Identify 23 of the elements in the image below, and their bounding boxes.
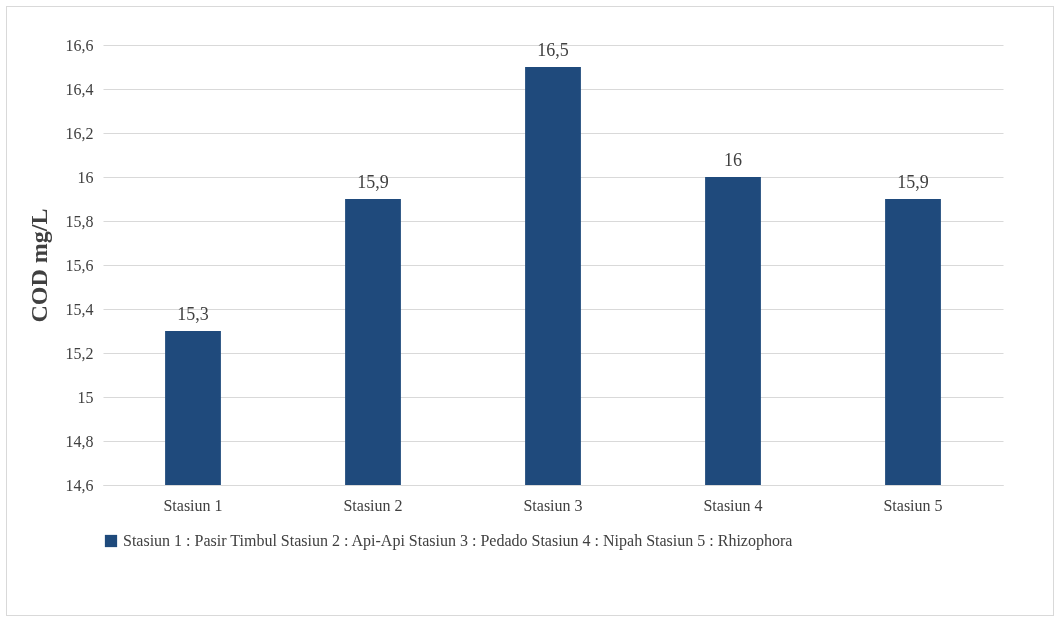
x-tick-label: Stasiun 3 — [523, 496, 583, 514]
y-tick-label: 16,2 — [65, 124, 94, 142]
data-label: 15,9 — [357, 172, 389, 192]
x-tick-label: Stasiun 2 — [343, 496, 403, 514]
y-tick-label: 15,8 — [65, 212, 94, 230]
x-tick-label: Stasiun 1 — [163, 496, 223, 514]
y-tick-label: 16,4 — [65, 80, 94, 98]
y-tick-label: 14,6 — [65, 476, 94, 494]
y-tick-label: 16 — [77, 168, 94, 186]
y-tick-label: 14,8 — [65, 432, 94, 450]
legend-label: Stasiun 1 : Pasir Timbul Stasiun 2 : Api-Api Stasiun 3 : Pedado Stasiun 4 : Nipah Stasiun 5 : Rhizophora — [123, 532, 793, 550]
x-tick-label: Stasiun 4 — [703, 496, 763, 514]
data-label: 16 — [724, 150, 742, 170]
y-tick-label: 15 — [77, 388, 94, 406]
y-tick-label: 16,6 — [65, 36, 94, 54]
y-tick-label: 15,6 — [65, 256, 94, 274]
data-label: 15,9 — [897, 172, 929, 192]
data-label: 15,3 — [177, 304, 209, 324]
y-tick-label: 15,2 — [65, 344, 94, 362]
y-axis-title: COD mg/L — [25, 208, 52, 323]
y-tick-label: 15,4 — [65, 300, 94, 318]
x-tick-label: Stasiun 5 — [883, 496, 943, 514]
data-label: 16,5 — [537, 40, 569, 60]
